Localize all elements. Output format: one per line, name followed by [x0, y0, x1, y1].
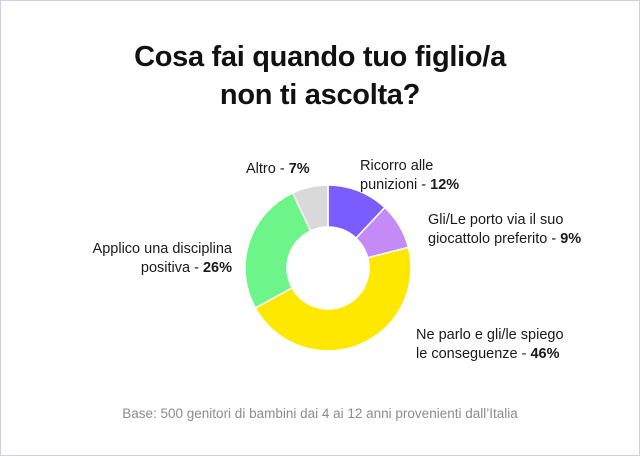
donut-slice-ne-parlo — [254, 246, 412, 352]
chart-title: Cosa fai quando tuo figlio/a non ti asco… — [0, 38, 640, 114]
slice-label-disciplina-line-2: positiva - — [140, 260, 203, 276]
donut-slice-altro — [291, 184, 329, 232]
slice-label-giocattolo-line-2: giocattolo preferito - — [428, 231, 561, 247]
slice-label-ne-parlo: Ne parlo e gli/le spiego le conseguenze … — [416, 326, 564, 364]
chart-title-line-1: Cosa fai quando tuo figlio/a — [134, 41, 506, 73]
slice-label-ne-parlo-line-1: Ne parlo e gli/le spiego — [416, 327, 564, 343]
slice-label-punizioni-line-1: Ricorro alle — [360, 158, 434, 174]
slice-label-punizioni-line-2: punizioni - — [360, 177, 431, 193]
slice-label-ne-parlo-line-2: le conseguenze - — [416, 346, 531, 362]
footer-note: Base: 500 genitori di bambini dai 4 ai 1… — [122, 406, 518, 421]
slice-label-altro-line-1: Altro - — [246, 161, 289, 177]
slice-value-punizioni: 12% — [430, 177, 460, 193]
slice-value-giocattolo: 9% — [560, 231, 582, 247]
slice-value-ne-parlo: 46% — [530, 346, 560, 362]
slice-label-disciplina-line-1: Applico una disciplina — [92, 241, 232, 257]
donut-slice-disciplina — [244, 191, 312, 310]
slice-label-altro: Altro - 7% — [246, 160, 310, 179]
chart-title-line-2: non ti ascolta? — [219, 79, 421, 111]
slice-label-giocattolo: Gli/Le porto via il suo giocattolo prefe… — [428, 211, 581, 249]
slice-label-disciplina: Applico una disciplina positiva - 26% — [52, 240, 232, 278]
slice-value-altro: 7% — [288, 161, 310, 177]
slice-label-punizioni: Ricorro alle punizioni - 12% — [360, 157, 459, 195]
slice-value-disciplina: 26% — [202, 260, 232, 276]
slice-label-giocattolo-line-1: Gli/Le porto via il suo — [428, 212, 564, 228]
